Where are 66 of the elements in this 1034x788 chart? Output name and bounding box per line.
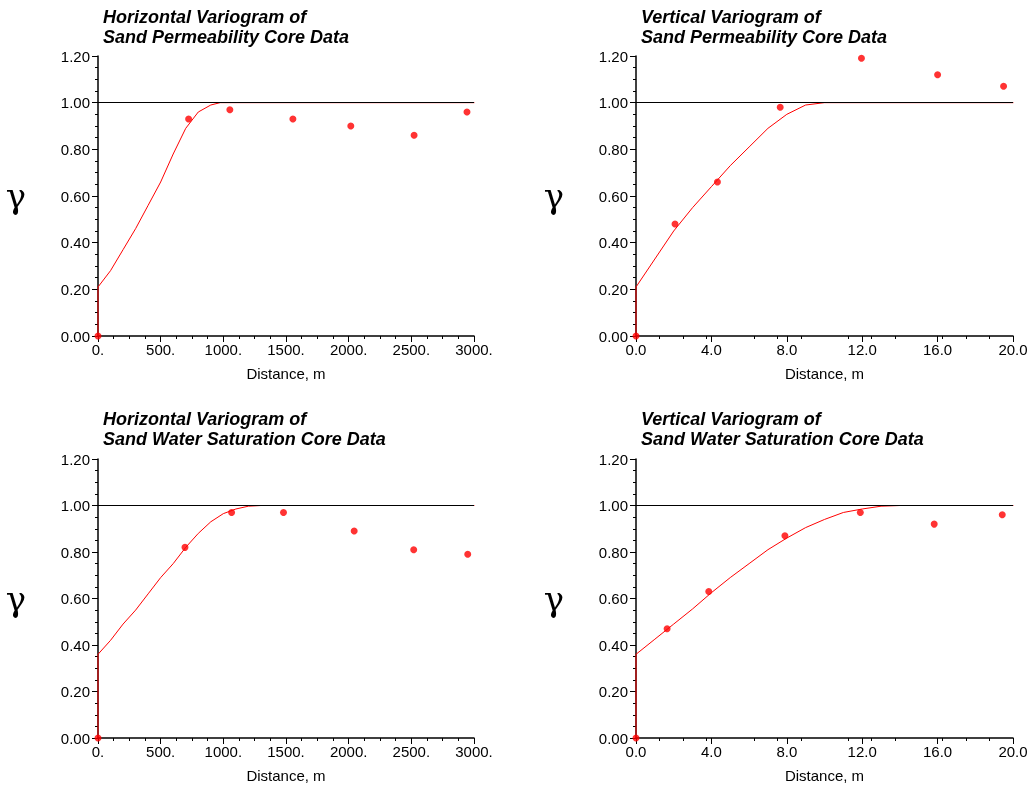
y-tick-label: 0.40 xyxy=(598,636,628,654)
x-tick-label: 0. xyxy=(91,341,105,358)
x-axis-title: Distance, m xyxy=(246,365,326,382)
y-tick-label: 0.00 xyxy=(60,327,90,345)
x-tick-label: 3000. xyxy=(455,743,493,760)
x-tick-label: 500. xyxy=(146,743,176,760)
y-tick-label: 1.00 xyxy=(60,94,90,112)
y-tick-label: 0.00 xyxy=(598,729,628,747)
y-tick-label: 0.80 xyxy=(598,140,628,158)
y-tick-label: 1.00 xyxy=(60,497,90,514)
y-tick-label: 0.60 xyxy=(60,590,90,607)
x-tick-label: 3000. xyxy=(455,341,493,358)
chart-title: Vertical Variogram of Sand Permeability Core Data xyxy=(641,7,888,47)
y-tick-label: 1.20 xyxy=(598,47,628,65)
chart-title: Horizontal Variogram of Sand Water Saturation Core Data xyxy=(103,409,386,449)
y-tick-label: 0.80 xyxy=(598,543,628,561)
chart-title: Vertical Variogram of Sand Water Saturation Core Data xyxy=(641,409,924,449)
y-tick-label: 0.20 xyxy=(598,683,628,700)
y-tick-label: 1.20 xyxy=(60,450,90,468)
y-tick-label: 0.40 xyxy=(60,636,90,654)
x-tick-label: 12.0 xyxy=(847,743,877,760)
x-tick-label: 2000. xyxy=(329,743,368,760)
x-tick-label: 1000. xyxy=(204,743,243,760)
x-tick-label: 4.0 xyxy=(700,341,722,358)
y-axis-title: γ xyxy=(543,176,564,216)
y-tick-label: 0.20 xyxy=(598,280,628,298)
x-tick-label: 0.0 xyxy=(625,743,647,760)
y-tick-label: 0.60 xyxy=(598,187,628,205)
x-tick-label: 2000. xyxy=(329,341,368,358)
x-tick-label: 20.0 xyxy=(998,743,1028,760)
y-tick-label: 1.00 xyxy=(598,497,628,514)
x-tick-label: 20.0 xyxy=(998,341,1028,358)
x-tick-label: 0.0 xyxy=(625,341,647,358)
y-tick-label: 0.40 xyxy=(60,234,90,252)
y-tick-label: 1.00 xyxy=(598,94,628,112)
y-axis-title: γ xyxy=(543,578,564,619)
y-tick-label: 0.80 xyxy=(60,140,90,158)
x-tick-label: 500. xyxy=(146,341,176,358)
y-tick-label: 0.60 xyxy=(598,590,628,607)
x-tick-label: 16.0 xyxy=(923,341,953,358)
x-tick-label: 4.0 xyxy=(700,743,722,760)
y-tick-label: 0.40 xyxy=(598,234,628,252)
x-tick-label: 12.0 xyxy=(847,341,877,358)
x-tick-label: 0. xyxy=(91,743,105,760)
x-tick-label: 8.0 xyxy=(776,743,798,760)
y-tick-label: 0.80 xyxy=(60,543,90,561)
y-tick-label: 0.00 xyxy=(598,327,628,345)
x-axis-title: Distance, m xyxy=(784,767,865,784)
x-tick-label: 1000. xyxy=(204,341,243,358)
y-axis-title: γ xyxy=(5,176,26,216)
y-tick-label: 0.00 xyxy=(60,729,90,747)
x-tick-label: 16.0 xyxy=(923,743,953,760)
x-axis-title: Distance, m xyxy=(784,365,865,382)
y-axis-title: γ xyxy=(5,578,26,619)
y-tick-label: 0.60 xyxy=(60,187,90,205)
x-tick-label: 1500. xyxy=(267,743,305,760)
x-tick-label: 2500. xyxy=(392,341,431,358)
y-tick-label: 1.20 xyxy=(60,47,90,65)
y-tick-label: 0.20 xyxy=(60,280,90,298)
y-tick-label: 1.20 xyxy=(598,450,628,468)
x-tick-label: 1500. xyxy=(267,341,305,358)
x-tick-label: 8.0 xyxy=(776,341,798,358)
x-axis-title: Distance, m xyxy=(246,767,326,784)
y-tick-label: 0.20 xyxy=(60,683,90,700)
x-tick-label: 2500. xyxy=(392,743,431,760)
chart-title: Horizontal Variogram of Sand Permeability Core Data xyxy=(103,7,350,47)
